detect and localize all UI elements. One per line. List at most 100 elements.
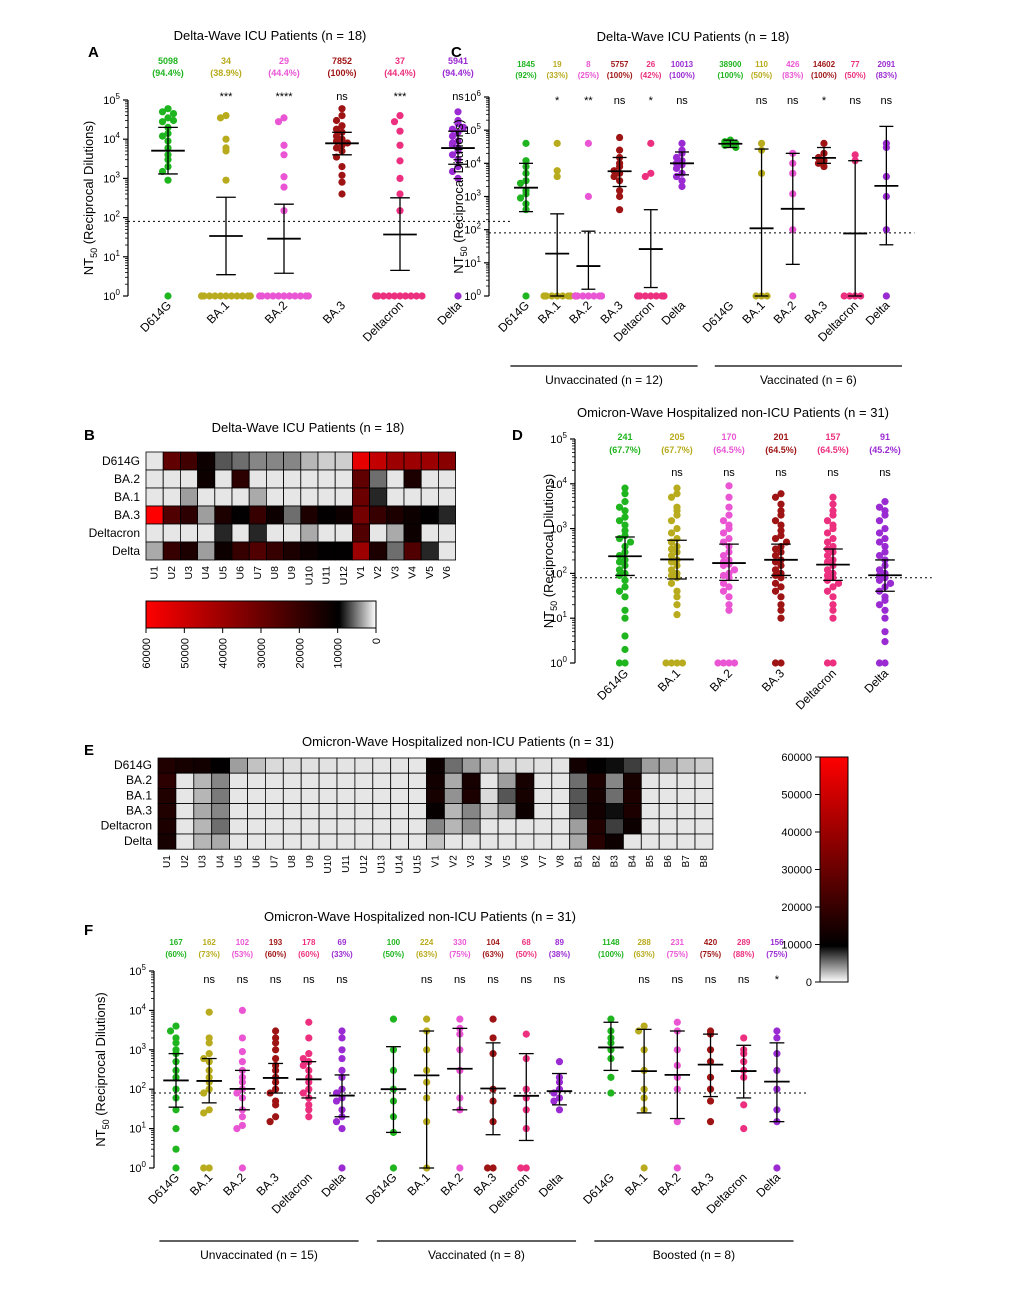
heatmap-cell [533,757,553,774]
heatmap-col-label: U15 [413,855,424,874]
significance-label: ns [454,974,466,986]
data-point [621,583,629,591]
heatmap-cell [515,803,535,820]
heatmap-cell [175,833,195,850]
data-point [516,194,525,202]
data-point [584,192,593,201]
data-point [166,1027,175,1035]
percent-label: (83%) [876,71,898,80]
colorbar-tick-label: 40000 [781,827,812,839]
data-point [621,614,629,622]
gmt-value-label: 8 [586,60,591,69]
significance-label: ns [827,467,839,479]
data-point [626,538,635,546]
data-point [667,529,676,537]
data-point [725,583,733,591]
data-point [280,173,288,181]
data-point [522,292,530,300]
gmt-value-label: 1148 [602,938,620,947]
data-point [875,576,884,584]
data-point [875,551,884,560]
colorbar-tick-label: 0 [371,638,383,644]
percent-label: (50%) [751,71,773,80]
heatmap-col-label: U4 [200,566,212,580]
heatmap-cell [676,788,696,805]
heatmap-cell [145,469,164,489]
heatmap-col-label: V6 [441,566,453,579]
data-point [789,292,797,300]
panel-b: Delta-Wave ICU Patients (n = 18) D614G BA.… [89,420,456,585]
gmt-value-label: 288 [637,938,651,947]
heatmap-cell [211,833,230,850]
heatmap-cell [214,541,233,561]
data-point [584,292,593,300]
data-point [483,1164,492,1172]
heatmap-cell [145,523,164,543]
percent-label: (44.4%) [384,68,416,78]
data-point [338,1046,346,1054]
data-point [516,179,525,187]
data-point [777,606,785,614]
heatmap-cell [248,487,267,507]
heatmap-cell [569,803,589,820]
data-point [304,292,312,300]
data-point [725,482,733,490]
data-point [875,659,884,667]
data-point [616,146,624,154]
data-point [773,1027,781,1035]
heatmap-cell [408,818,427,835]
data-point [338,111,346,120]
data-point [222,147,230,155]
data-point [238,1121,246,1130]
heatmap-cell [193,772,213,789]
data-point [667,571,676,580]
heatmap-cell [283,541,302,561]
data-point [881,628,889,636]
heatmap-cell [461,818,481,835]
heatmap-cell [179,469,198,489]
heatmap-cell [390,788,410,805]
heatmap-cell [300,523,319,543]
gmt-value-label: 5941 [448,56,468,66]
heatmap-col-label: B7 [681,855,692,868]
percent-label: (50%) [383,950,405,959]
data-point [332,125,341,133]
heatmap-cell [300,469,319,489]
heatmap-cell [317,505,336,525]
data-point [881,511,889,519]
heatmap-cell [351,469,370,489]
data-point [851,151,859,159]
data-point [740,1034,748,1042]
heatmap-cell [587,833,606,850]
significance-label: ns [336,91,348,103]
heatmap-cell [336,757,356,774]
heatmap-cell [437,469,456,489]
heatmap-cell [408,757,427,774]
data-point [667,551,676,560]
heatmap-col-label: V5 [502,855,513,868]
data-point [740,1125,748,1133]
data-point [673,601,681,609]
significance-label: ns [452,91,464,103]
data-point [407,292,415,300]
gmt-value-label: 241 [617,432,632,442]
data-point [615,534,624,543]
panel-f: Omicron-Wave Hospitalized non-ICU Patien… [93,909,807,1262]
significance-label: ns [614,95,626,107]
heatmap-cell [193,833,213,850]
percent-label: (50%) [516,950,538,959]
data-point [456,1015,464,1023]
gmt-value-label: 102 [236,938,250,947]
heatmap-cell [694,788,714,805]
data-point [172,1145,180,1153]
data-point [238,1048,246,1056]
svg-text:B: B [84,427,95,444]
percent-label: (63%) [633,950,655,959]
percent-label: (75%) [700,950,722,959]
heatmap-cell [145,487,164,507]
data-point [222,111,230,120]
heatmap-cell [605,833,624,850]
heatmap-cell [231,523,250,543]
data-point [553,172,561,181]
